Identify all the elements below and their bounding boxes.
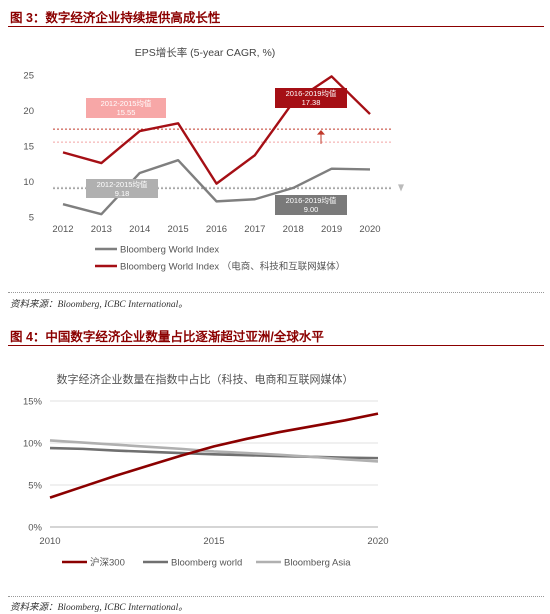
annotation-text: 15.55	[117, 108, 136, 117]
y-tick-label: 25	[23, 71, 34, 82]
annotation-box	[86, 179, 158, 198]
up-arrow-head	[317, 130, 325, 135]
annotation-text: 2012-2015均值	[101, 98, 152, 108]
legend-label: Bloomberg world	[171, 558, 242, 569]
annotation-text: 2016-2019均值	[286, 195, 337, 205]
y-tick-label: 10	[23, 177, 34, 188]
down-arrow-head	[398, 184, 404, 192]
chart-title: EPS增长率 (5-year CAGR, %)	[135, 46, 276, 59]
x-tick-label: 2015	[203, 536, 224, 547]
x-tick-label: 2012	[52, 224, 73, 235]
figure-3-source: 资料来源：Bloomberg, ICBC International。	[10, 300, 188, 310]
annotation-text: 9.00	[304, 205, 319, 214]
annotation-text: 2012-2015均值	[97, 179, 148, 189]
x-tick-label: 2018	[283, 224, 304, 235]
y-tick-label: 15	[23, 142, 34, 153]
y-tick-label: 5%	[28, 481, 42, 492]
eps-growth-chart: EPS增长率 (5-year CAGR, %) 5 10 15 20 25 2012 2013…	[23, 46, 404, 273]
annotation-box	[86, 98, 166, 118]
figure-4-heading: 图 4：中国数字经济企业数量占比逐渐超过亚洲/全球水平	[10, 330, 324, 344]
x-tick-label: 2013	[91, 224, 112, 235]
x-tick-label: 2020	[359, 224, 380, 235]
legend-label: Bloomberg Asia	[284, 558, 351, 569]
y-tick-label: 5	[29, 213, 34, 224]
annotation-box	[275, 195, 347, 215]
figure-4-source: 资料来源：Bloomberg, ICBC International。	[10, 603, 188, 613]
x-tick-label: 2017	[244, 224, 265, 235]
figure-3-heading: 图 3：数字经济企业持续提供高成长性	[10, 11, 221, 25]
x-tick-label: 2010	[39, 536, 60, 547]
series-line-bloomberg-world	[49, 446, 379, 460]
annotation-text: 17.38	[302, 98, 321, 107]
x-tick-label: 2019	[321, 224, 342, 235]
annotation-text: 9.18	[115, 189, 130, 198]
digital-share-chart: 数字经济企业数量在指数中占比（科技、电商和互联网媒体） 0% 5% 10% 15% 201…	[23, 372, 389, 569]
legend-label: 沪深300	[90, 557, 125, 569]
series-line-csi300	[49, 412, 379, 499]
series-line-bloomberg-asia	[49, 439, 379, 463]
figure-4-separator	[8, 596, 544, 597]
x-tick-label: 2016	[206, 224, 227, 235]
annotation-text: 2016-2019均值	[286, 88, 337, 98]
x-tick-label: 2020	[367, 536, 388, 547]
annotation-box	[275, 88, 347, 108]
figure-3-separator	[8, 292, 544, 293]
chart-title: 数字经济企业数量在指数中占比（科技、电商和互联网媒体）	[57, 372, 354, 386]
y-tick-label: 20	[23, 106, 34, 117]
legend-label: Bloomberg World Index （电商、科技和互联网媒体）	[120, 261, 345, 273]
y-tick-label: 10%	[23, 439, 43, 450]
x-tick-label: 2015	[168, 224, 189, 235]
figure-3-rule	[8, 26, 544, 27]
figure-4-rule	[8, 345, 544, 346]
legend-label: Bloomberg World Index	[120, 245, 219, 256]
x-tick-label: 2014	[129, 224, 150, 235]
y-tick-label: 0%	[28, 523, 42, 534]
y-tick-label: 15%	[23, 397, 43, 408]
